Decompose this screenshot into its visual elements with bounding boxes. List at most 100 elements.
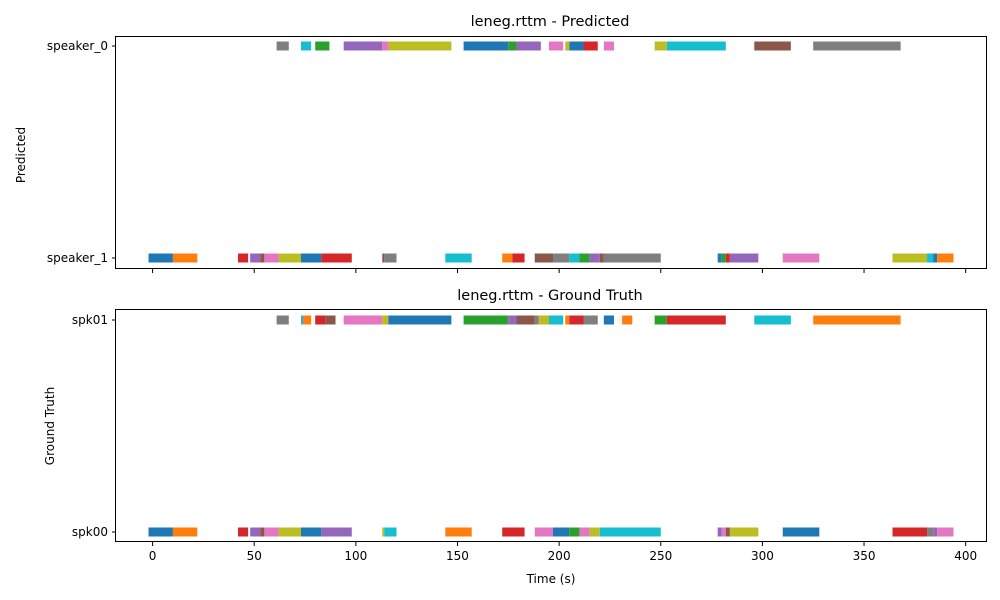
segment-bar: [237, 253, 249, 263]
segment-bar: [813, 41, 901, 51]
segment-bar: [384, 527, 397, 537]
segment-bar: [721, 527, 726, 537]
x-axis-ticks: [152, 269, 967, 273]
x-tick-label: 350: [853, 549, 876, 563]
segment-bar: [508, 41, 517, 51]
segment-bar: [300, 527, 322, 537]
segment-bar: [463, 315, 509, 325]
segment-bar: [321, 527, 352, 537]
segment-bar: [599, 253, 604, 263]
segment-bar: [315, 41, 330, 51]
segment-bar: [933, 253, 938, 263]
segment-bar: [666, 41, 726, 51]
segment-bar: [603, 315, 615, 325]
segment-bar: [782, 527, 820, 537]
segment-bar: [569, 315, 584, 325]
segment-bar: [553, 527, 570, 537]
segment-bar: [589, 253, 600, 263]
segment-bar: [384, 253, 397, 263]
segment-bar: [622, 315, 633, 325]
segment-bar: [388, 41, 452, 51]
segment-bar: [172, 253, 198, 263]
segment-bar: [717, 253, 722, 263]
y-tick-label: speaker_1: [47, 251, 108, 265]
segment-bar: [502, 527, 525, 537]
segment-bar: [583, 41, 598, 51]
segment-bar: [892, 527, 928, 537]
segment-bar: [729, 527, 759, 537]
chart-title: leneg.rttm - Predicted: [471, 14, 630, 30]
segment-bar: [579, 253, 590, 263]
segment-bar: [717, 527, 722, 537]
x-tick-label: 100: [344, 549, 367, 563]
segment-bar: [264, 527, 279, 537]
segment-bar: [300, 41, 312, 51]
segment-bar: [548, 41, 564, 51]
segment-bar: [754, 315, 791, 325]
segment-bar: [569, 527, 580, 537]
y-axis-ticks: speaker_0 speaker_1: [47, 39, 116, 265]
segment-bar: [725, 527, 730, 537]
segment-bar: [321, 253, 352, 263]
segment-bars: [148, 315, 954, 537]
segment-bar: [325, 315, 336, 325]
segment-bar: [250, 527, 261, 537]
segment-bar: [172, 527, 198, 537]
segment-bar: [583, 315, 598, 325]
segment-bar: [534, 527, 554, 537]
segment-bar: [599, 527, 661, 537]
y-axis-label: Predicted: [14, 127, 28, 183]
y-tick-label: spk00: [72, 525, 108, 539]
segment-bar: [666, 315, 726, 325]
segment-bar: [603, 253, 661, 263]
segment-bar: [569, 41, 584, 51]
segment-bar: [933, 527, 938, 537]
x-tick-label: 400: [954, 549, 977, 563]
plot-frame: [115, 36, 987, 269]
segment-bar: [927, 253, 934, 263]
ground-truth-panel: leneg.rttm - Ground Truth Ground Truth s…: [43, 288, 987, 586]
segment-bar: [382, 527, 385, 537]
segment-bar: [278, 253, 301, 263]
segment-bar: [463, 41, 509, 51]
segment-bar: [579, 527, 590, 537]
chart-title: leneg.rttm - Ground Truth: [457, 288, 642, 304]
segment-bar: [264, 253, 279, 263]
segment-bar: [278, 527, 301, 537]
segment-bar: [148, 527, 173, 537]
segment-bar: [300, 315, 304, 325]
x-tick-label: 0: [149, 549, 157, 563]
segment-bar: [303, 315, 312, 325]
segment-bar: [388, 315, 452, 325]
plot-frame: [115, 309, 987, 542]
y-tick-label: spk01: [72, 313, 108, 327]
segment-bar: [382, 41, 389, 51]
y-axis-label: Ground Truth: [43, 387, 57, 465]
segment-bar: [569, 253, 580, 263]
segment-bar: [382, 253, 385, 263]
x-axis-ticks: 0 50 100 150 200 250 300 350 400: [149, 542, 977, 563]
segment-bar: [782, 253, 820, 263]
segment-bar: [538, 315, 549, 325]
segment-bar: [260, 253, 265, 263]
segment-bar: [729, 253, 759, 263]
segment-bar: [534, 315, 539, 325]
predicted-panel: leneg.rttm - Predicted Predicted speaker…: [14, 14, 987, 273]
segment-bar: [237, 527, 249, 537]
x-axis-label: Time (s): [526, 572, 576, 586]
segment-bar: [250, 253, 261, 263]
x-tick-label: 150: [446, 549, 469, 563]
segment-bar: [260, 527, 265, 537]
segment-bar: [516, 315, 535, 325]
x-tick-label: 50: [247, 549, 262, 563]
x-tick-label: 250: [649, 549, 672, 563]
x-tick-label: 200: [548, 549, 571, 563]
segment-bar: [445, 253, 472, 263]
segment-bar: [603, 41, 615, 51]
segment-bar: [721, 253, 726, 263]
segment-bar: [508, 315, 517, 325]
segment-bar: [276, 41, 289, 51]
segment-bar: [654, 315, 667, 325]
segment-bar: [725, 253, 730, 263]
